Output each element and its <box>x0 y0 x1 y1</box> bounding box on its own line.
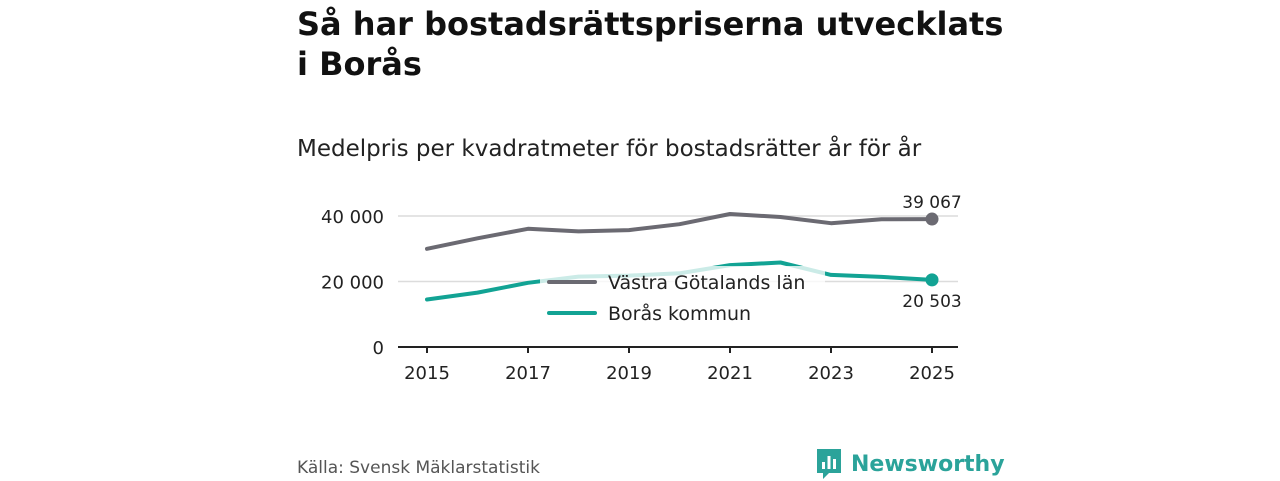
y-tick-label: 0 <box>373 338 384 359</box>
x-tick-label: 2015 <box>404 363 450 384</box>
x-axis: 2015 2017 2019 2021 2023 2025 <box>398 346 958 384</box>
end-labels: 39 067 20 503 <box>902 193 961 312</box>
legend-background <box>540 266 825 330</box>
y-tick-label: 40 000 <box>321 207 384 228</box>
source-note: Källa: Svensk Mäklarstatistik <box>297 458 540 478</box>
x-tick-label: 2023 <box>808 363 854 384</box>
brand-logo[interactable]: Newsworthy <box>815 447 1005 481</box>
y-tick-label: 20 000 <box>321 273 384 294</box>
brand-name: Newsworthy <box>851 451 1005 477</box>
series-end-marker-1 <box>925 273 939 287</box>
series-end-marker-0 <box>925 212 939 226</box>
legend-label: Borås kommun <box>608 302 751 325</box>
chart-subtitle: Medelpris per kvadratmeter för bostadsrä… <box>297 136 922 162</box>
newsworthy-logo-icon <box>817 449 841 479</box>
legend-label: Västra Götalands län <box>608 272 805 294</box>
y-axis: 0 20 000 40 000 <box>321 207 384 359</box>
x-tick-label: 2021 <box>707 363 753 384</box>
x-tick-label: 2019 <box>606 363 652 384</box>
x-tick-label: 2025 <box>909 363 955 384</box>
end-label: 39 067 <box>902 193 961 213</box>
end-label: 20 503 <box>902 292 961 312</box>
x-tick-label: 2017 <box>505 363 551 384</box>
series-line-0 <box>425 212 934 251</box>
chart-title: Så har bostadsrättspriserna utvecklats i… <box>297 5 1004 83</box>
legend: Västra Götalands län Borås kommun <box>540 266 825 330</box>
